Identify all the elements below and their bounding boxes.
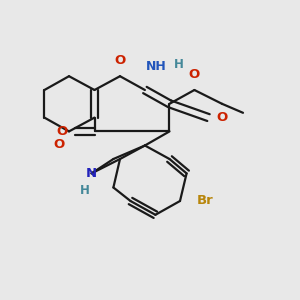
Text: O: O	[56, 125, 68, 138]
Text: N: N	[86, 167, 97, 180]
Text: Br: Br	[196, 194, 213, 208]
Text: O: O	[189, 68, 200, 81]
Text: H: H	[80, 184, 89, 197]
Text: O: O	[53, 137, 64, 151]
Text: O: O	[216, 111, 227, 124]
Text: O: O	[114, 54, 126, 67]
Text: H: H	[173, 58, 183, 71]
Text: NH: NH	[146, 60, 167, 73]
